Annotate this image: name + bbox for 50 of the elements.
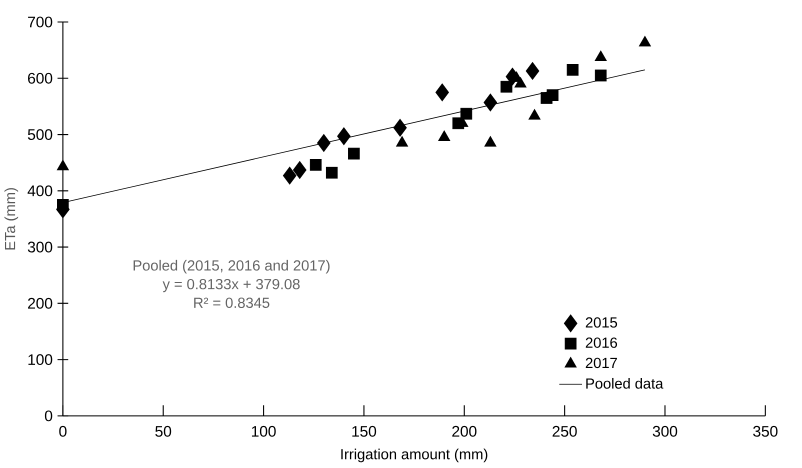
point — [484, 94, 498, 112]
point — [326, 166, 338, 179]
y-tick-label: 600 — [28, 72, 52, 84]
point — [337, 127, 351, 146]
y-tick-label: 300 — [28, 242, 52, 253]
annotation: R² = 0.8345 — [194, 298, 270, 308]
annotation: y = 0.8133x + 379.08 — [162, 279, 300, 292]
point — [57, 199, 69, 211]
point — [317, 134, 331, 152]
point — [438, 130, 450, 142]
point — [594, 70, 607, 82]
x-tick-label: 0 — [59, 426, 67, 437]
y-axis-title: ETa (mm) — [4, 188, 18, 250]
point — [348, 148, 360, 160]
legend-label: 2017 — [586, 358, 617, 368]
point — [56, 160, 69, 170]
point — [396, 136, 408, 147]
legend-label: 2016 — [586, 338, 618, 348]
x-tick-label: 200 — [452, 426, 476, 437]
point — [528, 109, 541, 120]
legend-label: 2015 — [586, 317, 618, 328]
legend-label: Pooled data — [586, 378, 664, 389]
x-tick-label: 150 — [352, 426, 376, 437]
y-tick-label: 100 — [28, 354, 52, 366]
point — [292, 161, 306, 179]
point — [594, 50, 607, 62]
y-tick-label: 400 — [28, 185, 52, 196]
point — [514, 77, 527, 88]
point — [638, 36, 651, 46]
point — [435, 83, 449, 102]
point — [566, 64, 579, 76]
x-tick-label: 100 — [252, 426, 276, 437]
point — [460, 108, 472, 120]
y-tick-label: 700 — [28, 16, 52, 28]
point — [500, 80, 512, 93]
point — [526, 62, 540, 80]
x-axis-title: Irrigation amount (mm) — [341, 448, 488, 462]
x-tick-label: 250 — [552, 426, 577, 437]
y-tick-label: 200 — [28, 298, 52, 309]
y-tick-label: 500 — [28, 129, 52, 140]
point — [393, 118, 407, 137]
point — [546, 89, 558, 102]
point — [484, 136, 496, 147]
annotation: Pooled (2015, 2016 and 2017) — [134, 260, 330, 274]
y-tick-label: 0 — [44, 410, 52, 422]
x-tick-label: 300 — [652, 426, 678, 437]
point — [310, 159, 322, 171]
x-tick-label: 50 — [155, 426, 172, 437]
point — [282, 166, 296, 185]
x-tick-label: 350 — [753, 426, 778, 437]
